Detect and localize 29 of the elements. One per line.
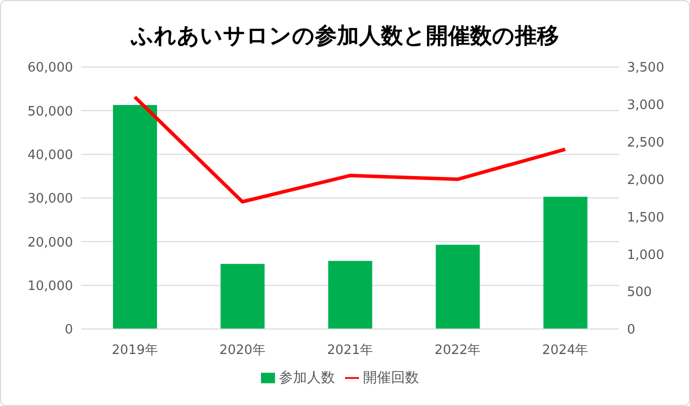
bar (220, 264, 265, 329)
y-tick-label: 10,000 (28, 278, 73, 294)
x-tick-label: 2022年 (434, 343, 481, 358)
y-tick-label: 0 (64, 322, 73, 338)
y-tick-label: 40,000 (28, 148, 73, 163)
y2-tick-label: 500 (627, 285, 652, 300)
y-tick-label: 50,000 (28, 104, 73, 120)
bar (543, 196, 588, 329)
y-tick-label: 20,000 (28, 235, 73, 250)
x-tick-label: 2024年 (542, 343, 588, 358)
y2-tick-label: 2,500 (627, 135, 664, 150)
y2-tick-label: 1,500 (627, 210, 664, 226)
bar (113, 104, 157, 329)
y2-tick-label: 3,500 (627, 60, 664, 76)
line-series (133, 95, 567, 204)
y2-tick-label: 1,000 (627, 248, 664, 263)
y-tick-label: 60,000 (28, 60, 73, 76)
y-tick-label: 30,000 (28, 192, 73, 207)
bar (328, 260, 372, 329)
bar (436, 244, 480, 329)
legend-label: 開催回数 (363, 370, 419, 386)
y2-tick-label: 0 (627, 322, 636, 338)
x-tick-label: 2019年 (112, 343, 158, 358)
legend-label: 参加人数 (279, 370, 335, 386)
chart-title: ふれあいサロンの参加人数と開催数の推移 (130, 23, 560, 51)
y2-tick-label: 3,000 (627, 98, 664, 114)
y2-tick-label: 2,000 (627, 172, 664, 188)
x-tick-label: 2020年 (219, 343, 266, 358)
x-tick-label: 2021年 (326, 343, 374, 358)
